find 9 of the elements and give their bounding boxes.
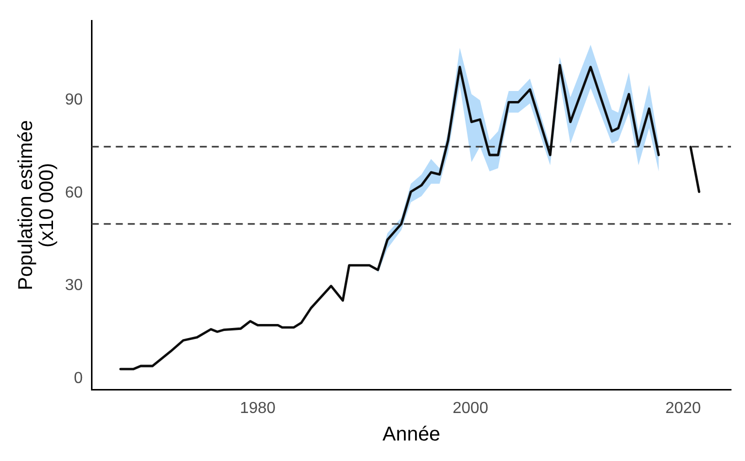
x-tick-label: 2000 [452,400,488,417]
y-tick-label: 60 [65,184,83,202]
x-tick-label: 2020 [665,400,702,417]
x-axis-title: Année [382,424,440,446]
x-tick-label: 1980 [240,400,276,417]
y-tick-label: 90 [65,92,83,109]
y-axis-title: Population estimée (x10 000) [15,120,58,290]
y-tick-label: 30 [65,277,83,294]
y-tick-label: 0 [74,370,83,387]
